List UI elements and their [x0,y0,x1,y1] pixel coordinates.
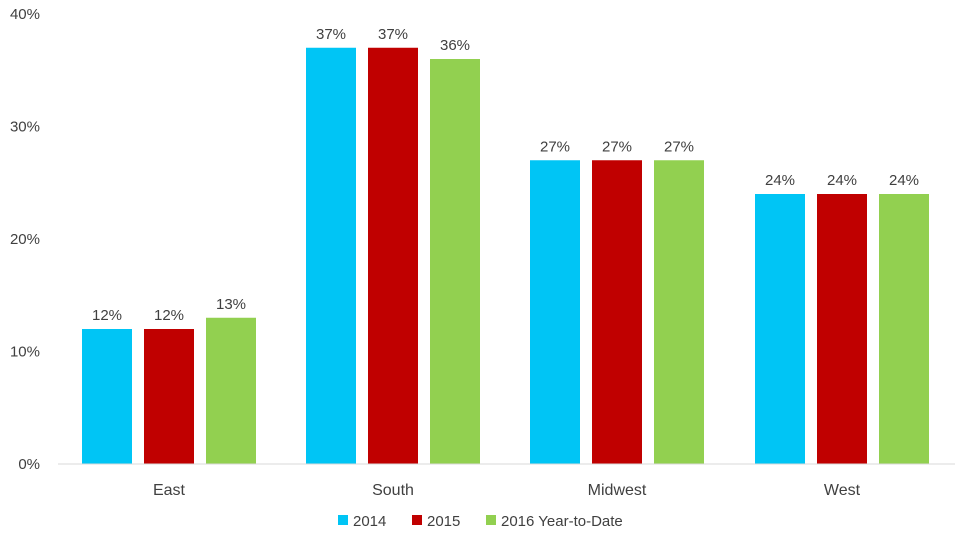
data-label: 37% [316,26,346,43]
x-tick-label: Midwest [588,482,647,499]
y-tick-label: 10% [10,344,40,361]
data-label: 24% [827,172,857,189]
bar-east-1 [82,329,132,464]
data-label: 36% [440,37,470,54]
bar-east-3 [206,317,256,464]
y-axis: 0% 10% 20% 30% 40% [10,6,40,473]
legend-swatch [338,515,348,525]
y-tick-label: 30% [10,119,40,136]
x-tick-label: South [372,482,414,499]
bar-west-2 [817,194,867,464]
data-label: 27% [602,138,632,155]
bar-south-2 [368,47,418,464]
data-label: 24% [889,172,919,189]
data-label: 12% [92,307,122,324]
data-label: 24% [765,172,795,189]
data-label: 37% [378,26,408,43]
data-label: 27% [664,138,694,155]
data-label: 27% [540,138,570,155]
y-tick-label: 20% [10,231,40,248]
bar-west-3 [879,194,929,464]
legend-swatch [486,515,496,525]
bar-west-1 [755,194,805,464]
legend-label: 2015 [427,513,460,530]
bar-midwest-3 [654,160,704,464]
y-tick-label: 40% [10,6,40,23]
x-axis: East South Midwest West [153,482,861,499]
y-tick-label: 0% [18,456,40,473]
bar-midwest-1 [530,160,580,464]
bar-south-3 [430,59,480,464]
bar-midwest-2 [592,160,642,464]
x-tick-label: East [153,482,186,499]
data-label: 12% [154,307,184,324]
legend-label: 2016 Year-to-Date [501,513,623,530]
legend: 2014 2015 2016 Year-to-Date [338,513,623,530]
bars: 12% 12% 13% 37% 37% 36% 27% 27% 27% 24% 24% 24% [82,26,929,464]
data-label: 13% [216,296,246,313]
legend-swatch [412,515,422,525]
bar-south-1 [306,47,356,464]
legend-label: 2014 [353,513,386,530]
bar-east-2 [144,329,194,464]
x-tick-label: West [824,482,861,499]
